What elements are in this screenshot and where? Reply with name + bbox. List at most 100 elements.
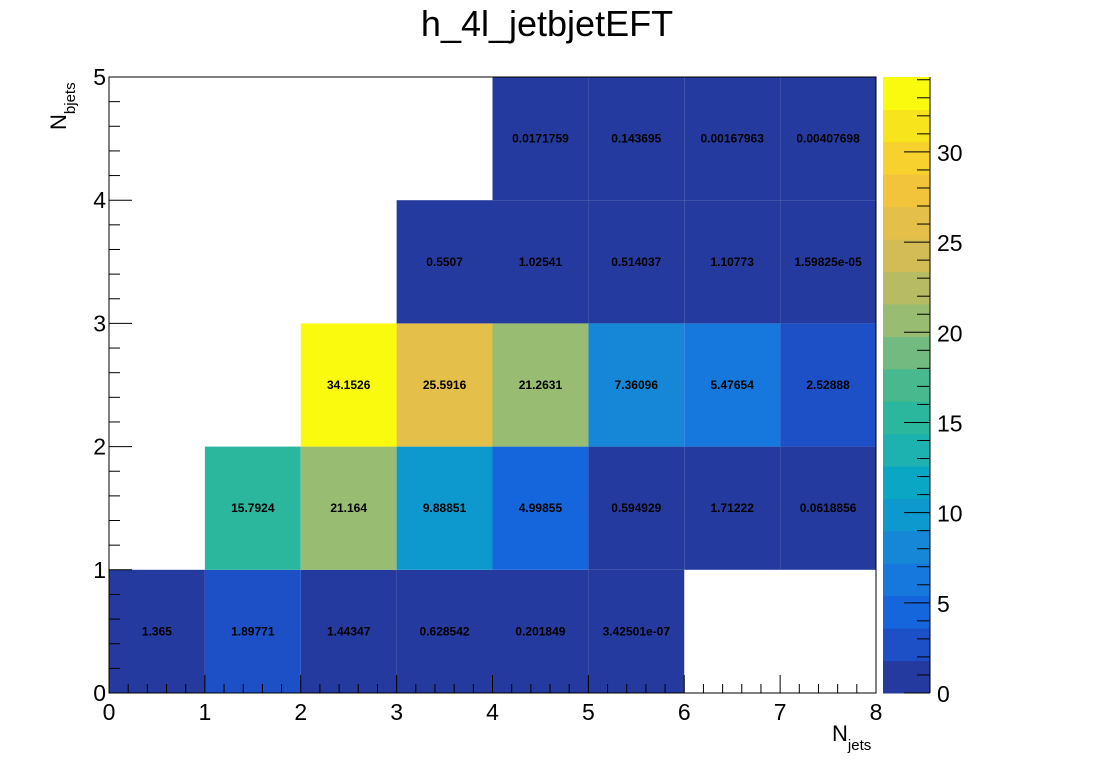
cell-value-label: 1.71222	[710, 501, 754, 515]
heatmap-cell	[204, 446, 301, 570]
color-scale-segment	[883, 109, 930, 143]
heatmap-cell	[588, 200, 685, 324]
heatmap-cell	[588, 77, 685, 201]
cell-value-label: 0.514037	[611, 255, 661, 269]
color-scale-segment	[883, 433, 930, 467]
y-axis-title: Nbjets	[46, 82, 79, 130]
heatmap-cell	[492, 323, 589, 447]
cell-value-label: 1.59825e-05	[794, 255, 862, 269]
color-scale-segment	[883, 174, 930, 208]
color-scale-label: 25	[937, 230, 963, 256]
y-axis-title-main: N	[46, 114, 71, 130]
color-scale-segment	[883, 368, 930, 402]
color-scale-segment	[883, 660, 930, 694]
x-tick-label: 8	[870, 699, 883, 725]
x-tick-label: 2	[294, 699, 307, 725]
y-tick-label: 5	[93, 64, 106, 90]
x-tick-label: 6	[678, 699, 691, 725]
heatmap-cell	[396, 323, 493, 447]
chart-title: h_4l_jetbjetEFT	[421, 3, 673, 44]
x-axis-ticks: 0 1 2 3 4 5 6 7 8	[103, 675, 883, 725]
cell-value-label: 9.88851	[423, 501, 467, 515]
heatmap-cell	[300, 569, 397, 693]
heatmap-cell	[684, 446, 781, 570]
cell-value-label: 34.1526	[327, 378, 371, 392]
heatmap-cell	[684, 323, 781, 447]
cell-value-label: 25.5916	[423, 378, 467, 392]
heatmap-cell	[396, 569, 493, 693]
heatmap-cell	[780, 200, 876, 324]
x-tick-label: 1	[198, 699, 211, 725]
cell-value-label: 1.89771	[231, 624, 275, 638]
heatmap-cell	[492, 77, 589, 201]
x-tick-label: 3	[390, 699, 403, 725]
heatmap-cell	[588, 446, 685, 570]
heatmap-cell	[492, 446, 589, 570]
color-scale-label: 15	[937, 410, 963, 436]
cell-value-label: 0.143695	[611, 132, 661, 146]
color-scale-segment	[883, 563, 930, 597]
cell-value-label: 0.00407698	[796, 132, 860, 146]
cell-value-label: 0.0618856	[800, 501, 857, 515]
cell-value-label: 5.47654	[710, 378, 754, 392]
heatmap-cell	[396, 200, 493, 324]
heatmap-cell	[588, 569, 685, 693]
heatmap-cell	[684, 200, 781, 324]
cell-value-label: 15.7924	[231, 501, 275, 515]
color-scale-ticks: 0 5 10 15 20 25 30	[904, 77, 963, 707]
cell-value-label: 1.44347	[327, 624, 371, 638]
cell-value-label: 0.0171759	[512, 132, 569, 146]
cell-value-label: 1.365	[142, 624, 172, 638]
y-tick-label: 4	[93, 187, 106, 213]
cell-value-label: 7.36096	[615, 378, 659, 392]
color-scale-segment	[883, 303, 930, 337]
heatmap-cell	[300, 323, 397, 447]
y-axis-title-sub: bjets	[62, 82, 79, 114]
color-scale-label: 20	[937, 320, 963, 346]
cell-value-label: 21.2631	[519, 378, 563, 392]
color-scale-segment	[883, 530, 930, 564]
heatmap-cell	[492, 200, 589, 324]
y-axis-ticks: 0 1 2 3 4 5	[93, 64, 132, 706]
x-tick-label: 0	[103, 699, 116, 725]
color-scale-label: 5	[937, 591, 950, 617]
heatmap-cell	[396, 446, 493, 570]
color-scale-segment	[883, 498, 930, 532]
y-tick-label: 0	[93, 680, 106, 706]
heatmap-cell	[204, 569, 301, 693]
y-tick-label: 3	[93, 310, 106, 336]
heatmap-cells	[109, 77, 876, 693]
heatmap-cell	[492, 569, 589, 693]
y-tick-label: 1	[93, 557, 106, 583]
cell-value-label: 0.594929	[611, 501, 661, 515]
color-scale-segment	[883, 336, 930, 370]
x-axis-title-sub: jets	[847, 737, 871, 754]
cell-value-label: 4.99855	[519, 501, 563, 515]
color-scale-segment	[883, 466, 930, 499]
cell-value-label: 0.201849	[515, 624, 565, 638]
heatmap-cell	[780, 323, 876, 447]
heatmap-cell	[300, 446, 397, 570]
color-scale-segment	[883, 141, 930, 175]
heatmap-cell	[684, 77, 781, 201]
x-tick-label: 5	[582, 699, 595, 725]
heatmap-cell-labels: 1.365 1.89771 1.44347 0.628542 0.201849 3.425…	[142, 132, 862, 639]
color-scale-segment	[883, 77, 930, 110]
cell-value-label: 0.00167963	[700, 132, 764, 146]
cell-value-label: 1.02541	[519, 255, 563, 269]
color-scale-segment	[883, 628, 930, 662]
cell-value-label: 0.5507	[426, 255, 463, 269]
color-scale-segment	[883, 239, 930, 273]
y-tick-label: 2	[93, 434, 106, 460]
heatmap-cell	[588, 323, 685, 447]
color-scale-segment	[883, 595, 930, 629]
heatmap-cell	[780, 446, 876, 570]
color-scale-segment	[883, 206, 930, 240]
cell-value-label: 0.628542	[420, 624, 470, 638]
heatmap-cell	[780, 77, 876, 201]
cell-value-label: 1.10773	[710, 255, 754, 269]
color-scale-label: 30	[937, 140, 963, 166]
x-tick-label: 4	[486, 699, 499, 725]
x-axis-title: Njets	[832, 721, 871, 754]
cell-value-label: 2.52888	[806, 378, 850, 392]
